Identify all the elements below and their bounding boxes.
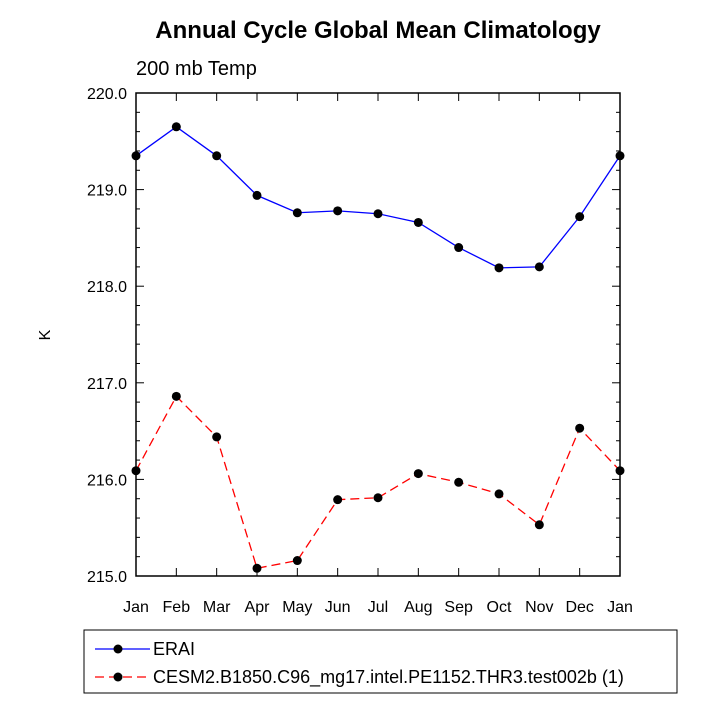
legend-label-1: ERAI	[153, 639, 195, 659]
series-2-point	[292, 556, 302, 566]
series-1-point	[292, 208, 302, 218]
series-1-point	[171, 122, 181, 132]
legend-marker-2	[113, 672, 123, 682]
series-2-point	[413, 469, 423, 479]
x-tick-label: Oct	[487, 599, 512, 616]
x-tick-label: Aug	[404, 599, 432, 616]
series-1-point	[413, 217, 423, 227]
series-1-point	[252, 190, 262, 200]
x-tick-label: Jan	[123, 599, 149, 616]
x-tick-label: Feb	[163, 599, 191, 616]
y-tick-label: 215.0	[87, 569, 127, 586]
y-tick-label: 218.0	[87, 279, 127, 296]
series-line-2	[135, 395, 621, 570]
x-tick-label: Jan	[607, 599, 633, 616]
x-tick-label: Nov	[525, 599, 553, 616]
y-tick-label: 220.0	[87, 86, 127, 103]
x-tick-label: Apr	[245, 599, 271, 616]
x-tick-label: Mar	[203, 599, 231, 616]
plot-frame	[135, 92, 621, 577]
series-1-point	[494, 263, 504, 273]
series-2-point	[534, 520, 544, 530]
x-tick-label: Jul	[368, 599, 388, 616]
series-line-1	[135, 126, 621, 269]
series-2-point	[212, 432, 222, 442]
x-tick-label: Jun	[325, 599, 351, 616]
series-1-point	[534, 262, 544, 272]
legend-marker-1	[113, 644, 123, 654]
series-2-point	[454, 477, 464, 487]
series-1-point	[333, 206, 343, 216]
y-tick-label: 219.0	[87, 183, 127, 200]
legend-label-2: CESM2.B1850.C96_mg17.intel.PE1152.THR3.t…	[153, 667, 624, 688]
x-tick-label: Sep	[444, 599, 473, 616]
chart-title: Annual Cycle Global Mean Climatology	[155, 17, 601, 44]
y-tick-label: 217.0	[87, 376, 127, 393]
chart-subtitle: 200 mb Temp	[136, 58, 257, 80]
series-2-point	[252, 563, 262, 573]
series-1-point	[212, 151, 222, 161]
y-axis-label: K	[37, 329, 54, 340]
x-tick-label: Dec	[565, 599, 593, 616]
series-2-point	[494, 489, 504, 499]
series-1-point	[454, 243, 464, 253]
plot-area: 215.0 216.0 217.0 218.0 219.0 220.0 Jan Feb Mar A…	[87, 86, 633, 616]
series-2-point	[575, 423, 585, 433]
legend: ERAI CESM2.B1850.C96_mg17.intel.PE1152.TH…	[83, 629, 678, 694]
legend-box	[83, 629, 678, 694]
series-2-point	[171, 391, 181, 401]
series-2-point	[373, 493, 383, 503]
series-1-point	[373, 209, 383, 219]
series-2-point	[333, 495, 343, 505]
y-tick-label: 216.0	[87, 472, 127, 489]
series-1-point	[575, 212, 585, 222]
x-tick-label: May	[282, 599, 312, 616]
